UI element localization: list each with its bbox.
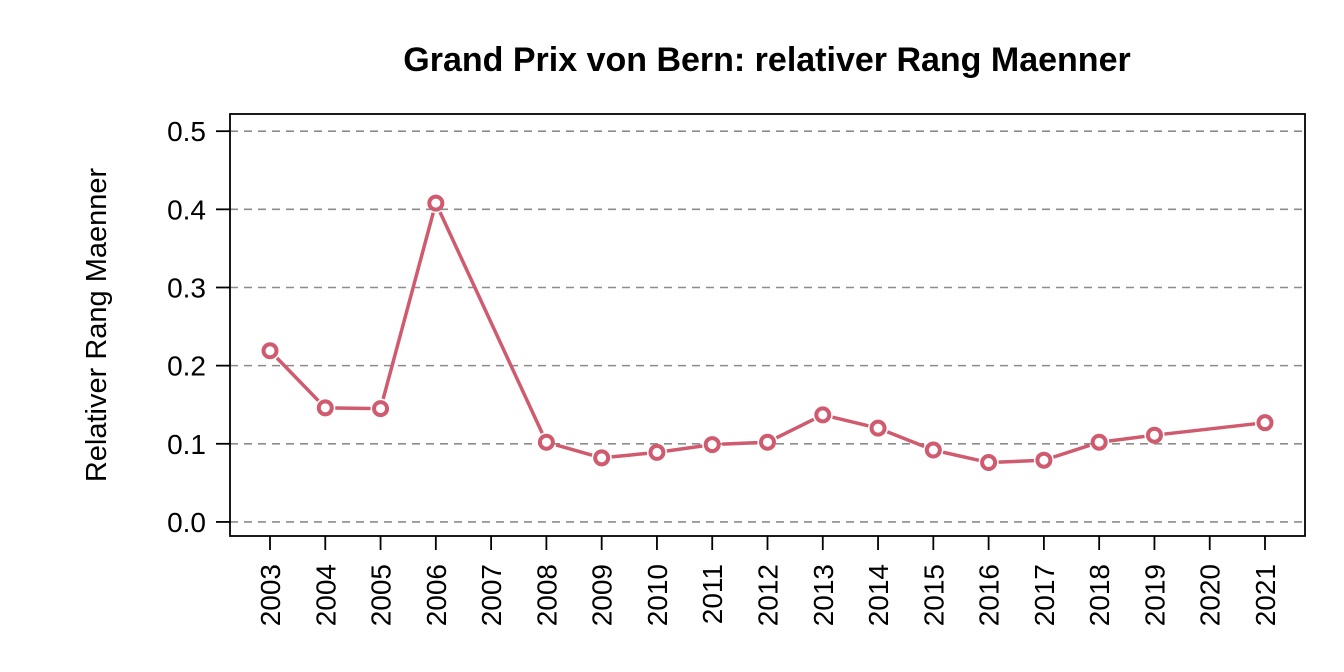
data-point [980, 454, 998, 472]
y-axis: 0.0 0.1 0.2 0.3 0.4 0.5 [167, 116, 230, 538]
x-tick-label: 2004 [310, 564, 341, 626]
x-tick-label: 2006 [421, 564, 452, 626]
series-line-segment [611, 451, 648, 459]
series-line-segment [942, 450, 980, 463]
x-tick-label: 2015 [918, 564, 949, 626]
x-tick-label: 2011 [697, 564, 728, 624]
series-line-segment [722, 440, 758, 446]
x-tick-label: 2005 [366, 564, 397, 626]
data-point [316, 399, 334, 417]
series-line-segment [438, 211, 544, 434]
series-line-segment [381, 212, 435, 400]
y-tick-label: 0.2 [167, 351, 206, 382]
series-line-segment [1164, 422, 1256, 436]
data-point [648, 443, 666, 461]
x-tick-label: 2016 [974, 564, 1005, 626]
y-tick-label: 0.0 [167, 507, 206, 538]
series-line-segment [775, 417, 815, 440]
series-line-segment [998, 458, 1034, 464]
data-point [1256, 414, 1274, 432]
data-point [1035, 451, 1053, 469]
series-line-segment [1108, 434, 1145, 443]
data-point [261, 342, 279, 360]
x-tick-label: 2010 [642, 564, 673, 626]
x-tick-label: 2012 [753, 564, 784, 626]
series-line-segment [1052, 443, 1091, 459]
data-point [372, 400, 390, 418]
y-tick-label: 0.3 [167, 272, 206, 303]
x-tick-label: 2019 [1139, 564, 1170, 626]
data-point [427, 194, 445, 212]
series-line-segment [275, 356, 320, 402]
data-point [924, 441, 942, 459]
y-tick-label: 0.1 [167, 429, 206, 460]
x-tick-label: 2013 [808, 564, 839, 626]
x-tick-label: 2008 [531, 564, 562, 626]
x-tick-label: 2018 [1084, 564, 1115, 626]
x-tick-label: 2014 [863, 564, 894, 626]
series-line-segment [832, 415, 869, 428]
x-tick-label: 2009 [587, 564, 618, 626]
data-point [869, 419, 887, 437]
grid [230, 130, 1305, 523]
series-group [261, 194, 1274, 472]
series-line-segment [555, 443, 593, 457]
y-tick-label: 0.4 [167, 194, 206, 225]
data-point [759, 433, 776, 451]
series-line-segment [666, 444, 703, 453]
data-point [1145, 426, 1163, 444]
x-tick-label: 2020 [1195, 564, 1226, 626]
x-tick-label: 2021 [1250, 564, 1281, 626]
y-tick-label: 0.5 [167, 116, 206, 147]
x-axis: 2003 2004 2005 2006 2007 2008 2009 2010 2011 2012… [255, 536, 1281, 626]
data-point [593, 449, 611, 467]
data-point [814, 406, 832, 424]
chart-title: Grand Prix von Bern: relativer Rang Maen… [403, 41, 1130, 79]
series-line-segment [886, 430, 925, 448]
x-tick-label: 2007 [476, 564, 507, 626]
data-point [1090, 433, 1108, 451]
y-axis-label: Relativer Rang Maenner [81, 167, 113, 482]
plot-frame [229, 113, 1306, 537]
data-point [537, 433, 555, 451]
data-point [703, 436, 721, 454]
x-tick-label: 2003 [255, 564, 286, 626]
x-tick-label: 2017 [1029, 564, 1060, 626]
